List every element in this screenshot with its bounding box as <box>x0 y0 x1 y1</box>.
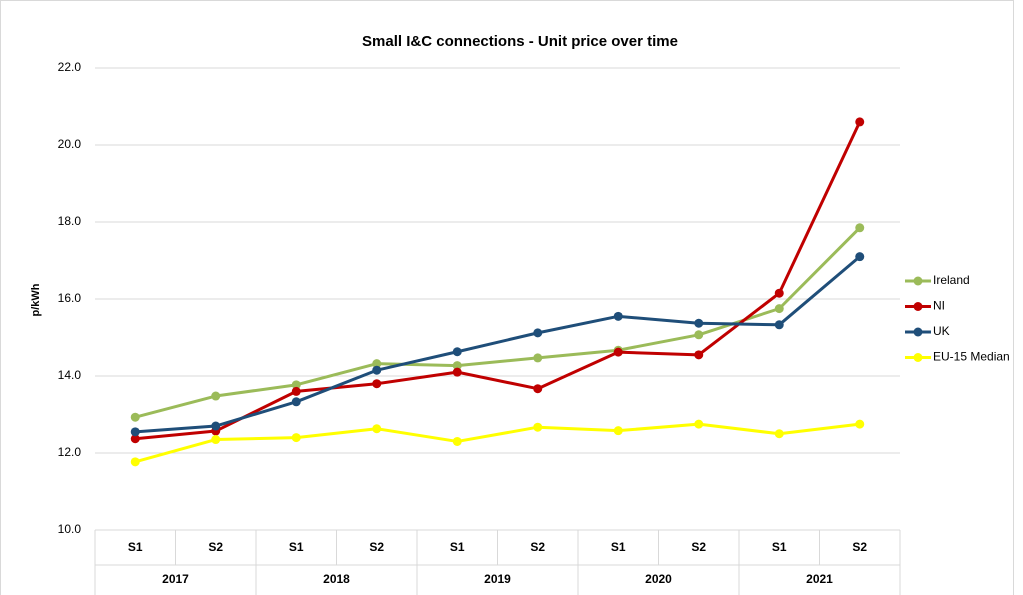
data-point <box>291 433 301 443</box>
data-point <box>291 380 301 390</box>
data-point <box>694 318 704 328</box>
data-point <box>855 117 865 127</box>
data-point <box>855 419 865 429</box>
chart-title: Small I&C connections - Unit price over … <box>362 33 678 50</box>
data-point <box>130 457 140 467</box>
x-tick-label: S2 <box>691 540 706 554</box>
series-line <box>134 226 861 419</box>
x-tick-label: S1 <box>772 540 787 554</box>
legend-marker <box>913 276 923 286</box>
legend-marker <box>913 353 923 362</box>
data-point <box>372 365 382 375</box>
data-point <box>291 386 301 396</box>
y-tick-label: 14.0 <box>58 368 82 382</box>
y-axis-label: p/kWh <box>30 283 42 316</box>
x-group-label: 2019 <box>484 572 511 586</box>
x-tick-label: S1 <box>450 540 465 554</box>
data-point <box>533 422 543 432</box>
x-tick-label: S1 <box>128 540 143 554</box>
data-point <box>452 347 462 357</box>
data-point <box>291 397 301 407</box>
series-line <box>134 422 860 464</box>
data-point <box>211 435 221 445</box>
y-tick-label: 20.0 <box>58 137 82 151</box>
data-point <box>613 426 623 436</box>
data-point <box>211 391 221 401</box>
data-point <box>452 436 462 446</box>
data-point <box>774 304 784 314</box>
data-point <box>694 350 704 360</box>
data-point <box>613 347 623 357</box>
data-point <box>452 367 462 377</box>
x-tick-label: S2 <box>852 540 867 554</box>
data-point <box>774 288 784 298</box>
y-tick-label: 16.0 <box>58 291 82 305</box>
data-point <box>533 384 543 394</box>
data-point <box>694 419 704 429</box>
data-point <box>774 429 784 439</box>
x-group-label: 2020 <box>645 572 672 586</box>
x-tick-label: S2 <box>530 540 545 554</box>
data-point <box>533 353 543 363</box>
x-group-label: 2017 <box>162 572 189 586</box>
series-line <box>135 255 861 434</box>
legend-label: NI <box>933 299 945 313</box>
legend-marker <box>913 327 923 337</box>
legend-label: Ireland <box>933 273 970 287</box>
data-point <box>130 434 140 444</box>
y-tick-label: 18.0 <box>58 214 82 228</box>
data-point <box>372 359 382 369</box>
data-point <box>372 379 382 389</box>
x-tick-label: S1 <box>289 540 304 554</box>
data-point <box>452 361 462 371</box>
y-tick-label: 10.0 <box>58 522 82 536</box>
x-tick-label: S2 <box>369 540 384 554</box>
data-point <box>694 330 704 340</box>
x-tick-label: S2 <box>208 540 223 554</box>
legend-label: UK <box>933 324 950 338</box>
data-point <box>372 424 382 434</box>
data-point <box>855 252 865 262</box>
data-point <box>130 412 140 422</box>
data-point <box>130 427 140 437</box>
data-point <box>613 311 623 321</box>
data-point <box>774 320 784 330</box>
legend-label: EU-15 Median <box>933 350 1010 364</box>
legend-marker <box>913 302 923 311</box>
y-tick-label: 12.0 <box>58 445 82 459</box>
data-point <box>855 223 865 233</box>
x-tick-label: S1 <box>611 540 626 554</box>
y-tick-label: 22.0 <box>58 60 82 74</box>
x-group-label: 2018 <box>323 572 350 586</box>
data-point <box>211 421 221 431</box>
x-group-label: 2021 <box>806 572 833 586</box>
data-point <box>533 328 543 338</box>
